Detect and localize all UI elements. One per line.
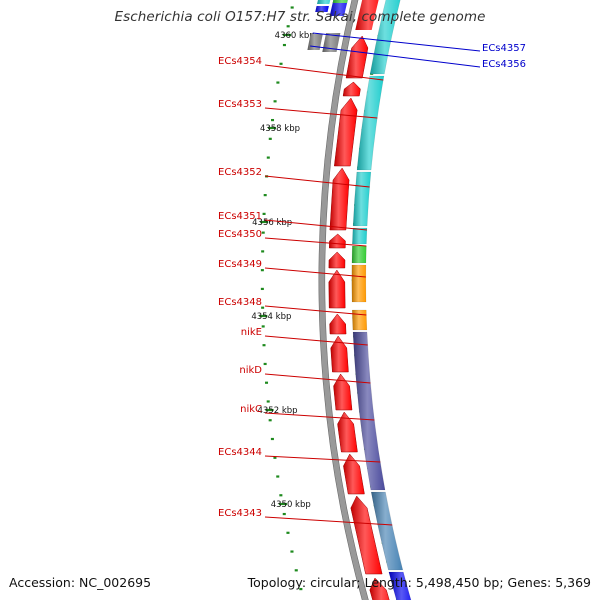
major-tick-marks [259, 33, 291, 506]
leader-line [264, 219, 367, 231]
leader-line [264, 373, 371, 384]
leader-line [264, 175, 370, 188]
leader-line-blue [312, 32, 481, 52]
cog-segment-ecs4343 [370, 491, 404, 571]
cog-segment-ecs4351 [352, 227, 368, 245]
leader-line [264, 107, 378, 119]
leader-line [264, 267, 366, 278]
cog-segment-ecs4348 [351, 309, 368, 331]
gene-arrow-ecs4344 [343, 453, 365, 495]
cog-segment-right-blue [315, 6, 329, 12]
gene-label: nikE [241, 327, 262, 338]
gene-label: ECs4351 [218, 211, 262, 222]
gene-label: ECs4343 [218, 508, 262, 519]
gene-arrow-nike [330, 335, 349, 373]
tick-label: 4358 kbp [260, 124, 300, 134]
cog-segment-nik [352, 331, 386, 491]
gene-arrow-ecs4353 [334, 97, 358, 167]
gene-arrow-ecs4354 [345, 35, 369, 79]
leader-line [264, 335, 368, 346]
cog-segment-ecs4352 [352, 171, 372, 227]
gene-arrow-top-offscreen [355, 0, 379, 30]
gene-label: nikD [239, 365, 262, 376]
tick-label: 4360 kbp [275, 31, 315, 41]
gene-arrow-reverse-ecs4357 [329, 0, 348, 16]
gene-label: ECs4348 [218, 297, 262, 308]
gene-label: ECs4353 [218, 99, 262, 110]
gene-label: ECs4352 [218, 167, 262, 178]
cog-segment-bottom [388, 571, 412, 600]
gene-label: nikC [240, 404, 262, 415]
tick-label: 4354 kbp [251, 312, 291, 322]
leader-line [264, 516, 393, 526]
cog-segment-right-top [317, 0, 331, 4]
gene-label: ECs4344 [218, 447, 262, 458]
accession-text: Accession: NC_002695 [9, 575, 152, 590]
cog-segment-ecs4349 [351, 264, 367, 303]
gene-arrow-nikc [337, 411, 358, 453]
cog-category-track [307, 0, 412, 600]
gene-labels: ECs4354 ECs4353 ECs4352 ECs4351 ECs4350 ECs43… [218, 43, 526, 519]
cog-segment-ecs4354 [369, 0, 401, 75]
leader-line [264, 64, 384, 81]
gene-arrow-bottom [369, 577, 390, 600]
leader-line [264, 455, 381, 463]
map-title: Escherichia coli O157:H7 str. Sakai, com… [114, 9, 486, 25]
gene-arrow-ecs4343 [350, 495, 383, 575]
leader-line [264, 305, 367, 316]
gene-label: ECs4349 [218, 259, 262, 270]
gene-arrow-ecs4350 [328, 251, 346, 269]
gene-label: ECs4354 [218, 56, 262, 67]
gene-label-blue: ECs4357 [482, 43, 526, 54]
gene-arrow-ecs4351 [329, 233, 346, 249]
gene-arrow-ecs4349 [328, 269, 346, 309]
cog-segment-ecs4353 [356, 75, 385, 171]
gene-label-blue: ECs4356 [482, 59, 526, 70]
genome-summary-text: Topology: circular; Length: 5,498,450 bp… [247, 575, 591, 590]
leader-line [264, 237, 367, 247]
leader-line-blue [310, 45, 481, 68]
gene-arrow-ecs4348 [329, 313, 347, 335]
gene-label: ECs4350 [218, 229, 262, 240]
gene-arrow-reverse-ecs4356 [322, 33, 341, 52]
label-leader-lines [264, 32, 481, 526]
gene-arrow-reverse-top [332, 0, 348, 3]
gene-arrow-nikd [333, 373, 353, 411]
genome-backbone [318, 0, 369, 600]
tick-label: 4350 kbp [271, 500, 311, 510]
tick-label: 4352 kbp [257, 406, 297, 416]
tick-labels: 4360 kbp 4358 kbp 4356 kbp 4354 kbp 4352 kbp… [251, 31, 314, 510]
leader-line [264, 412, 375, 421]
backbone-ring [318, 0, 369, 600]
gene-arrow-ecs4352 [329, 167, 350, 231]
tick-label: 4356 kbp [252, 218, 292, 228]
cog-segment-ecs4350 [351, 245, 367, 264]
gene-arrow-ecs4354b [342, 81, 361, 97]
